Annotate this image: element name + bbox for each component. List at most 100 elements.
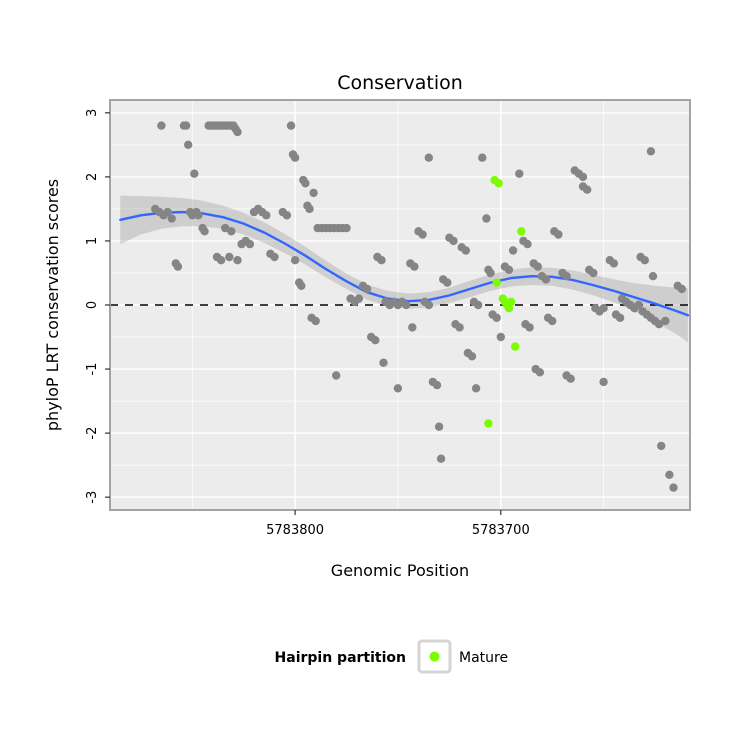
gray-point [562, 272, 571, 281]
gray-point [461, 246, 470, 255]
gray-point [541, 275, 551, 284]
gray-point [657, 441, 666, 451]
chart-title: Conservation [337, 72, 463, 94]
x-axis-tick-labels: 5783800 5783700 [266, 523, 530, 538]
y-tick-label: 1 [85, 237, 100, 245]
gray-point [290, 256, 300, 265]
gray-point [184, 140, 193, 149]
gray-point [548, 316, 557, 326]
gray-point [377, 256, 386, 265]
legend-title: Hairpin partition [275, 650, 406, 666]
gray-point [496, 332, 505, 342]
gray-point [640, 256, 649, 265]
mature-point [517, 227, 526, 236]
gray-point [245, 239, 255, 249]
gray-point [677, 284, 686, 294]
y-tick-label: -1 [85, 363, 100, 376]
gray-point [233, 127, 242, 137]
gray-point [410, 262, 419, 271]
gray-point [523, 239, 532, 249]
legend-entry-label: Mature [459, 650, 508, 666]
gray-point [157, 121, 166, 130]
gray-point [163, 207, 172, 217]
gray-point [305, 204, 314, 214]
y-tick-label: -3 [85, 491, 100, 504]
gray-point [634, 300, 643, 310]
gray-point [200, 227, 209, 236]
mature-partition-points [484, 175, 526, 428]
grid-minor-lines [110, 100, 690, 510]
gray-point [194, 211, 203, 220]
gray-point [379, 358, 388, 367]
gray-point [589, 268, 598, 278]
gray-point [504, 265, 514, 274]
gray-point [508, 246, 518, 255]
y-tick-label: -2 [85, 427, 100, 440]
gray-point [227, 227, 236, 236]
gray-point [478, 153, 487, 162]
gray-point [436, 454, 446, 463]
gray-point [424, 300, 433, 310]
gray-point [216, 256, 226, 265]
gray-point [525, 323, 534, 332]
mature-point [484, 419, 493, 428]
gray-point [432, 380, 442, 390]
gray-point [535, 368, 545, 377]
gray-point [262, 211, 271, 220]
gray-point [492, 313, 501, 322]
legend-mature-dot [429, 651, 440, 662]
gray-point [270, 252, 279, 262]
hairpin-partition-legend: Hairpin partition Mature [275, 639, 508, 674]
loess-smooth-line [119, 210, 690, 317]
x-tick-label: 5783800 [266, 523, 324, 538]
gray-point [449, 236, 458, 246]
gray-point [665, 470, 674, 479]
x-axis-tick-marks [294, 510, 502, 515]
gray-point [393, 384, 403, 393]
gray-point [648, 272, 658, 281]
gray-point [486, 268, 495, 278]
mature-point [504, 304, 514, 313]
gray-point [190, 169, 199, 178]
gray-point [233, 256, 242, 265]
gray-point [371, 336, 380, 345]
gray-point [362, 284, 372, 294]
y-axis-tick-labels: -3 -2 -1 0 1 2 3 [85, 109, 100, 504]
gray-point [599, 377, 608, 387]
y-tick-label: 0 [85, 301, 100, 309]
gray-point [661, 316, 670, 326]
gray-point [583, 185, 592, 194]
gray-point [424, 153, 433, 162]
mature-point [494, 179, 503, 188]
gray-point [282, 211, 292, 220]
gray-point [467, 352, 477, 361]
gray-point [443, 278, 452, 287]
gray-point [669, 483, 678, 492]
gray-point [342, 223, 351, 233]
gray-point [533, 262, 542, 271]
gray-point [309, 188, 318, 198]
y-axis-tick-marks [105, 112, 110, 498]
gray-point [354, 294, 364, 303]
mature-point [492, 278, 501, 287]
gray-point [290, 153, 300, 162]
gray-point [181, 121, 191, 130]
gray-point [402, 300, 411, 310]
conservation-score-points [151, 121, 686, 492]
y-tick-label: 3 [85, 109, 100, 117]
gray-point [332, 371, 341, 380]
gray-point [515, 169, 524, 178]
mature-point [511, 342, 520, 351]
gray-point [167, 214, 176, 223]
gray-point [474, 300, 483, 310]
mature-point [506, 297, 516, 306]
gray-point [173, 262, 183, 271]
gray-point [599, 304, 608, 313]
gray-point [471, 384, 481, 393]
gray-point [418, 230, 427, 239]
gray-point [286, 121, 296, 130]
y-tick-label: 2 [85, 173, 100, 181]
gray-point [297, 281, 306, 290]
gray-point [455, 323, 464, 332]
